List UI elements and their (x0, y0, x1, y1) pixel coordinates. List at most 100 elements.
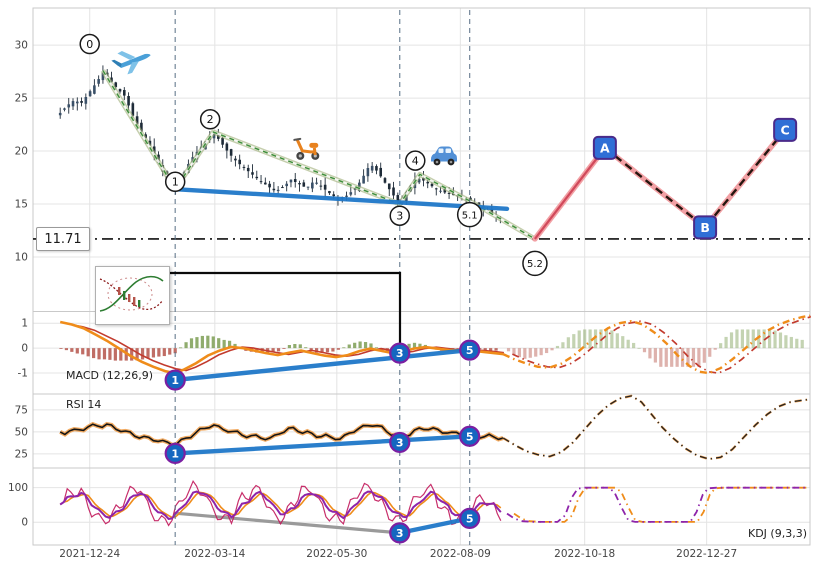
price-level-callout: 11.71 (36, 227, 90, 251)
macd-hist-bar (621, 336, 625, 349)
y-tick-label: 25 (15, 448, 28, 460)
macd-hist-bar (271, 348, 275, 353)
indicator-marker (459, 339, 481, 361)
candle-body (345, 195, 348, 197)
macd-hist-bar (146, 348, 150, 359)
y-tick-label: 100 (8, 482, 28, 494)
macd-hist-bar (456, 348, 460, 350)
candle-body (101, 72, 105, 81)
macd-hist-bar (97, 348, 101, 360)
indicator-marker (459, 507, 481, 530)
indicator-marker-label: 5 (466, 512, 474, 525)
macd-hist-bar (189, 338, 194, 349)
x-tick-label: 2022-12-27 (676, 548, 737, 560)
macd-hist-bar (195, 337, 199, 349)
candle-body (387, 183, 391, 190)
macd-hist-bar (784, 335, 788, 349)
candle-body (276, 189, 280, 192)
rsi-line (59, 423, 504, 446)
wave-number-circle (405, 150, 426, 171)
macd-hist-bar (489, 348, 493, 351)
macd-hist-bar (276, 348, 281, 352)
macd-hist-bar (483, 348, 487, 351)
macd-hist-bar (653, 348, 657, 363)
macd-hist-bar (719, 343, 723, 349)
price-level-value: 11.71 (44, 231, 82, 247)
macd-hist-bar (740, 329, 745, 349)
candle-body (251, 172, 254, 175)
macd-hist-bar (648, 348, 652, 359)
y-tick-label: 75 (15, 404, 28, 416)
macd-hist-bar (315, 348, 319, 353)
candle-body (58, 112, 62, 116)
wave-number-circle (389, 205, 410, 226)
macd-hist-bar (762, 329, 766, 349)
macd-trendline (173, 347, 472, 383)
macd-hist-bar (523, 348, 527, 359)
macd-hist-bar (418, 343, 422, 349)
macd-hist-bar (528, 348, 532, 358)
candle-body (135, 116, 139, 124)
macd-hist-bar (588, 329, 592, 349)
wave-number-label: 1 (172, 176, 179, 189)
macd-hist-bar (664, 348, 668, 367)
candle-body (426, 181, 430, 184)
wave-number-label: 4 (412, 154, 419, 167)
macd-hist-bar (561, 342, 565, 349)
macd-hist-bar (767, 329, 772, 349)
candle-body (379, 167, 383, 177)
macd-hist-bar (632, 342, 636, 349)
candle-body (93, 85, 96, 94)
macd-hist-bar (680, 348, 685, 367)
candle-body (118, 89, 122, 92)
inset-connector (168, 271, 402, 350)
y-tick-label: 0 (21, 517, 28, 529)
candle-body (315, 182, 318, 184)
wave-number-circle (164, 171, 186, 193)
candle-body (434, 188, 438, 190)
macd-projection (502, 314, 811, 375)
macd-hist-bar (157, 348, 161, 357)
candle-body (392, 187, 395, 196)
wave-number-label: 5.2 (527, 259, 543, 270)
indicator-marker (389, 522, 411, 544)
x-tick-label: 2022-03-14 (184, 548, 245, 560)
macd-line (59, 320, 504, 375)
indicator-marker (164, 369, 186, 391)
x-tick-label: 2022-08-09 (430, 548, 491, 560)
macd-hist-bar (113, 348, 117, 361)
candle-body (366, 168, 370, 177)
macd-hist-bar (331, 348, 335, 352)
macd-hist-bar (702, 348, 706, 363)
candle-body (221, 137, 224, 145)
macd-hist-bar (659, 348, 663, 367)
kdj-trendline (397, 516, 472, 536)
macd-hist-bar (200, 335, 204, 349)
macd-hist-bar (135, 348, 139, 361)
macd-hist-bar (708, 348, 712, 357)
macd-hist-bar (206, 335, 210, 349)
macd-signal-line (70, 323, 504, 372)
target-label: C (781, 122, 790, 137)
kdj-d-projection (513, 486, 810, 523)
macd-hist-bar (353, 342, 357, 349)
macd-hist-bar (119, 348, 123, 361)
candle-body (225, 143, 229, 151)
macd-hist-bar (675, 348, 679, 367)
airplane-icon (111, 50, 151, 75)
candle-body (443, 188, 447, 193)
macd-hist-bar (81, 348, 85, 355)
indicator-marker-label: 5 (466, 430, 474, 443)
wave-number-circle (79, 33, 100, 55)
rsi-label: RSI 14 (66, 398, 102, 411)
macd-hist-bar (227, 340, 232, 349)
macd-hist-bar (298, 344, 302, 349)
kdj-k-line (59, 490, 502, 520)
macd-hist-bar (757, 329, 761, 349)
macd-hist-bar (358, 341, 362, 349)
candle-body (131, 103, 135, 116)
price-trendline (173, 187, 510, 211)
candle-body (80, 100, 83, 103)
candle-body (140, 122, 143, 132)
macd-hist-bar (642, 348, 647, 353)
